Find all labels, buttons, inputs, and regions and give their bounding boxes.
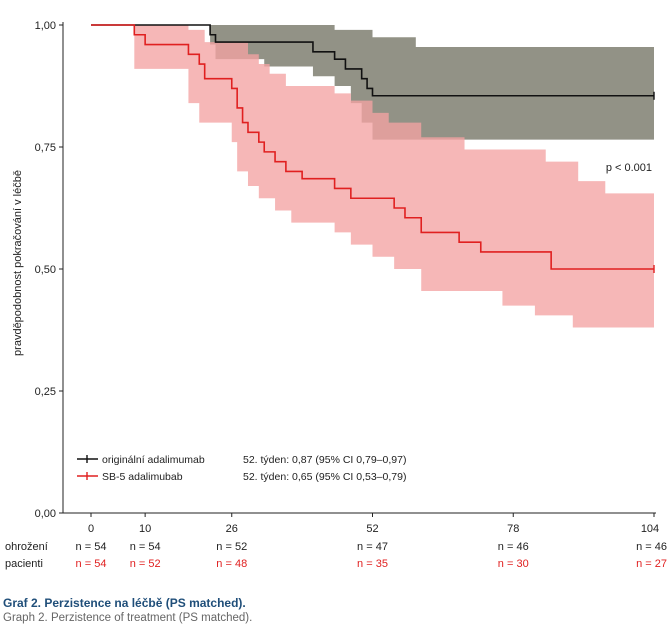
risk-table-cell: n = 52	[130, 558, 161, 570]
y-axis-label: pravděpodobnost pokračování v léčbě	[12, 170, 24, 356]
axes: 0,00 0,25 0,50 0,75 1,00 0 10 26 52 78 104	[35, 20, 660, 535]
survival-curves	[91, 24, 655, 273]
x-tick-label: 52	[366, 523, 378, 535]
legend-name-series-1: originální adalimumab	[102, 454, 205, 466]
risk-table-cell: n = 48	[216, 558, 247, 570]
legend: originální adalimumab 52. týden: 0,87 (95…	[77, 454, 406, 483]
x-tick-label: 26	[226, 523, 238, 535]
x-tick-label: 0	[88, 523, 94, 535]
risk-table-cell: n = 47	[357, 541, 388, 553]
risk-table-cell: n = 54	[130, 541, 161, 553]
risk-table-cell: n = 27	[636, 558, 667, 570]
y-tick-label: 0,25	[35, 386, 56, 398]
legend-note-series-2: 52. týden: 0,65 (95% CI 0,53–0,79)	[243, 471, 406, 483]
risk-table-cell: n = 30	[498, 558, 529, 570]
risk-table-cell: n = 52	[216, 541, 247, 553]
confidence-bands	[91, 25, 654, 328]
curve-series-1	[91, 24, 654, 97]
risk-table-row-label: ohrožení	[5, 541, 48, 553]
y-tick-label: 0,75	[35, 142, 56, 154]
legend-note-series-1: 52. týden: 0,87 (95% CI 0,79–0,97)	[243, 454, 406, 466]
risk-table-row-label: pacienti	[5, 558, 43, 570]
risk-table-cell: n = 46	[498, 541, 529, 553]
y-tick-label: 0,00	[35, 508, 56, 520]
x-tick-label: 78	[507, 523, 519, 535]
figure-caption-title: Graf 2. Perzistence na léčbě (PS matched…	[3, 596, 246, 610]
risk-table-cell: n = 54	[76, 558, 107, 570]
x-tick-label: 10	[139, 523, 151, 535]
x-tick-label: 104	[641, 523, 659, 535]
figure-caption-subtitle: Graph 2. Perzistence of treatment (PS ma…	[3, 612, 253, 624]
risk-table-cell: n = 54	[76, 541, 107, 553]
y-tick-label: 0,50	[35, 264, 56, 276]
p-value-annotation: p < 0.001	[606, 162, 652, 174]
risk-table-cell: n = 35	[357, 558, 388, 570]
curve-series-2	[91, 24, 654, 270]
legend-name-series-2: SB-5 adalimubab	[102, 471, 183, 483]
y-tick-label: 1,00	[35, 20, 56, 32]
kaplan-meier-chart: 0,00 0,25 0,50 0,75 1,00 0 10 26 52 78 104 pravděp…	[5, 20, 667, 570]
risk-table: ohrožení pacienti n = 54 n = 54 n = 52 n = 47…	[5, 541, 667, 570]
risk-table-cell: n = 46	[636, 541, 667, 553]
